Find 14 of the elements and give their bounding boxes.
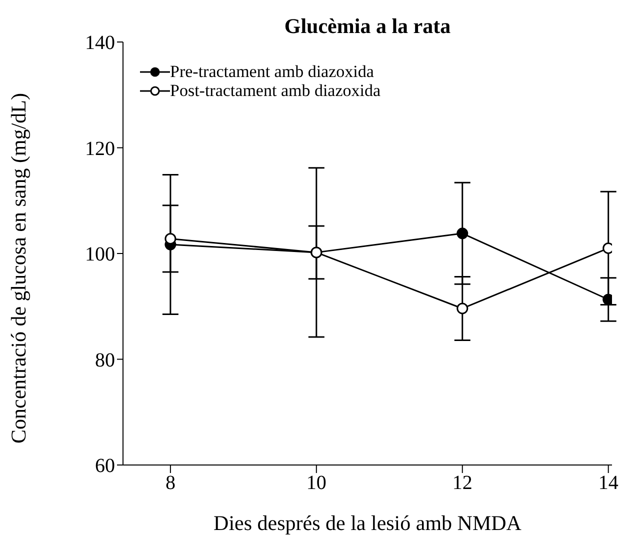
x-tick-label: 8 — [165, 472, 176, 494]
y-axis-title: Concentració de glucosa en sang (mg/dL) — [6, 93, 30, 444]
y-tick-label: 140 — [85, 32, 115, 54]
y-tick-label: 60 — [95, 455, 115, 478]
y-tick-label: 100 — [85, 244, 115, 266]
x-axis-title: Dies després de la lesió amb NMDA — [214, 511, 522, 535]
x-tick-label: 10 — [306, 472, 326, 494]
chart-title: Glucèmia a la rata — [283, 14, 452, 39]
x-tick-label: 14 — [598, 472, 618, 494]
legend-label: Post-tractament amb diazoxida — [170, 81, 381, 100]
x-tick-label: 12 — [452, 472, 472, 494]
legend-label: Pre-tractament amb diazoxida — [170, 62, 374, 81]
y-tick-label: 120 — [85, 138, 115, 160]
y-tick-label: 80 — [95, 349, 115, 372]
